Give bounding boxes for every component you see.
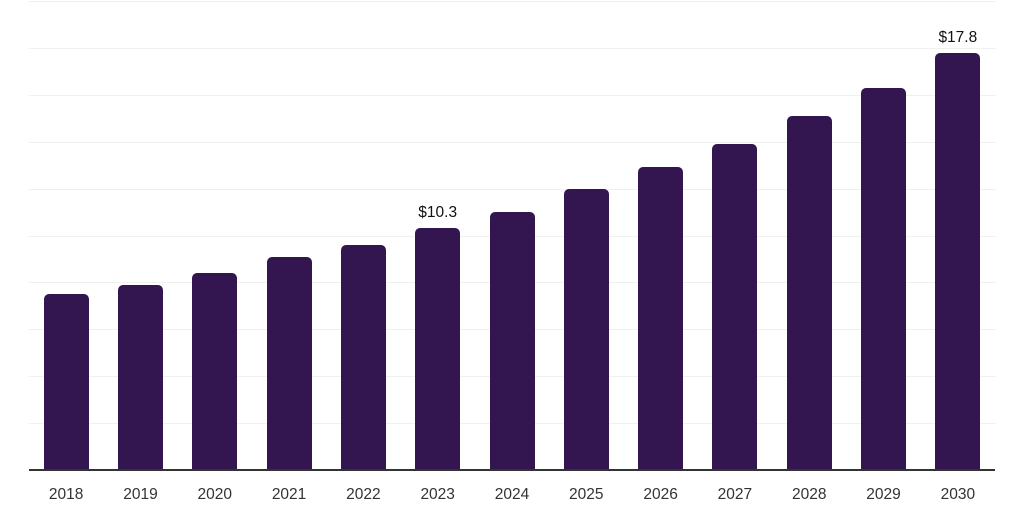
x-tick-label-2019: 2019 <box>123 486 158 503</box>
bar-2024 <box>489 212 535 470</box>
x-tick-label-2018: 2018 <box>48 486 84 503</box>
bar-2018 <box>43 294 89 470</box>
x-tick-label-2022: 2022 <box>346 486 381 503</box>
x-tick-label-2027: 2027 <box>717 486 753 503</box>
bar-2030 <box>935 52 981 470</box>
x-tick-label-2028: 2028 <box>791 486 827 503</box>
x-axis-line <box>29 469 995 471</box>
gridline-y-16 <box>29 94 996 96</box>
x-tick-label-2021: 2021 <box>271 486 307 503</box>
bar-2025 <box>563 188 609 470</box>
x-tick-label-2020: 2020 <box>197 486 232 503</box>
bar-2027 <box>712 144 758 470</box>
data-label-2030: $17.8 <box>938 28 978 46</box>
gridline-y-18 <box>29 47 996 49</box>
bar-2019 <box>117 284 163 470</box>
x-tick-label-2029: 2029 <box>866 486 901 503</box>
bar-2020 <box>192 273 238 470</box>
bar-2029 <box>861 87 907 470</box>
x-tick-label-2025: 2025 <box>569 486 604 503</box>
data-label-2023: $10.3 <box>418 204 458 222</box>
gridline-y-14 <box>29 141 996 143</box>
x-tick-label-2030: 2030 <box>940 486 976 503</box>
bar-2028 <box>786 115 832 470</box>
gridline-y-20 <box>29 1 996 2</box>
x-tick-label-2026: 2026 <box>643 486 678 503</box>
gridline-y-12 <box>29 188 996 190</box>
bar-2022 <box>340 244 386 470</box>
bar-2023 <box>415 228 461 470</box>
x-tick-label-2023: 2023 <box>420 486 455 503</box>
bar-2021 <box>266 256 312 470</box>
x-tick-label-2024: 2024 <box>494 486 530 503</box>
bar-2026 <box>638 167 684 470</box>
